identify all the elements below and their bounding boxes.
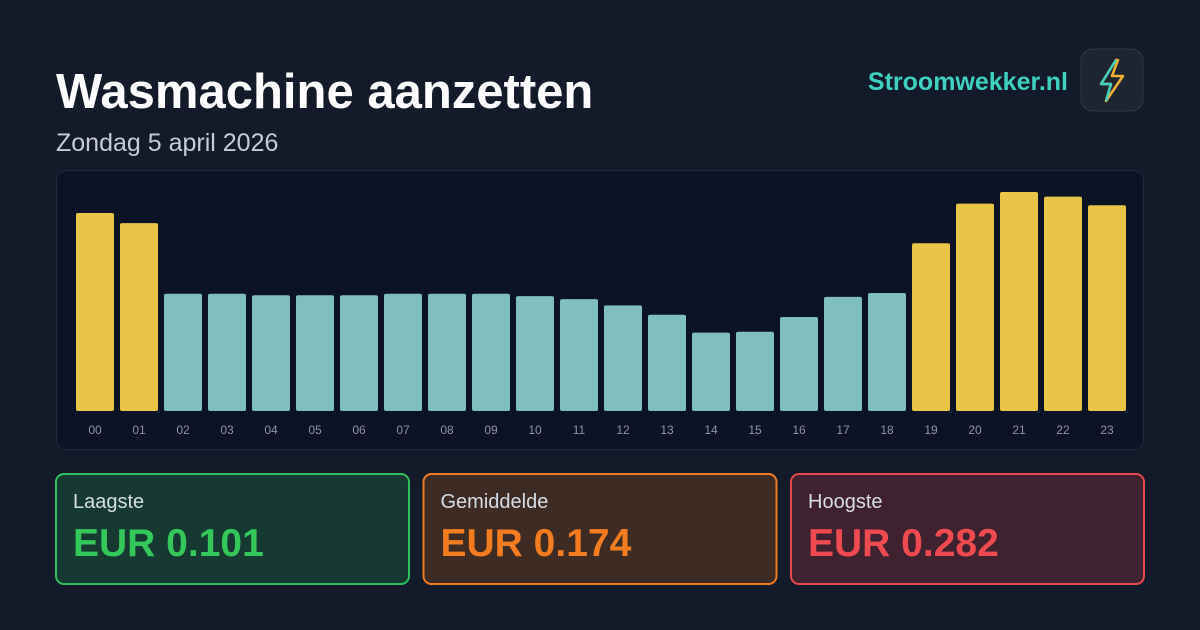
brand: Stroomwekker.nl [868,68,1068,96]
x-tick-label: 07 [396,423,410,437]
x-tick-label: 16 [792,423,806,437]
x-tick-label: 14 [704,423,718,437]
bar [252,295,290,411]
bar [1000,192,1038,411]
stat-card [790,473,1145,585]
x-tick-label: 06 [352,423,366,437]
x-tick-label: 04 [264,423,278,437]
x-tick-label: 23 [1100,423,1114,437]
logo-bolt-accent [1099,59,1118,102]
x-tick-label: 22 [1056,423,1070,437]
x-tick-label: 02 [176,423,190,437]
x-tick-label: 19 [924,423,938,437]
bar [428,293,466,411]
bar [604,305,642,411]
bar [692,332,730,411]
bar [736,331,774,411]
bar [296,295,334,411]
stat-value: EUR 0.174 [441,522,632,565]
bars: 00 01 02 03 04 05 06 07 08 09 10 11 12 13 14 15 16 17 18 19… [76,192,1126,437]
bar [560,299,598,411]
x-tick-label: 09 [484,423,498,437]
subtitle: Zondag 5 april 2026 [56,129,278,157]
stat-label: Laagste [73,491,144,513]
stat-card [422,473,778,585]
x-tick-label: 18 [880,423,894,437]
title: Wasmachine aanzetten [56,65,593,119]
x-tick-label: 17 [836,423,850,437]
bar [912,243,950,411]
bar [868,292,906,411]
bar [1088,205,1126,411]
x-tick-label: 11 [573,423,586,437]
x-tick-label: 15 [748,423,762,437]
x-tick-label: 05 [308,423,322,437]
bar [208,293,246,411]
x-tick-label: 13 [660,423,674,437]
cards: Laagste EUR 0.101 Gemiddelde EUR 0.174 Hoogs… [55,473,1145,585]
x-tick-label: 03 [220,423,234,437]
x-tick-label: 00 [88,423,102,437]
stat-value: EUR 0.101 [73,522,264,565]
bar [648,314,686,411]
bar [516,296,554,411]
x-tick-label: 21 [1012,423,1026,437]
x-tick-label: 01 [132,423,146,437]
bar [1044,196,1082,411]
x-tick-label: 20 [968,423,982,437]
stat-card [55,473,410,585]
bar [164,293,202,411]
x-tick-label: 08 [440,423,454,437]
bar [76,212,114,411]
x-tick-label: 12 [616,423,630,437]
bar [120,223,158,411]
bar [340,295,378,411]
bar [472,293,510,411]
stat-value: EUR 0.282 [808,522,999,565]
bar [780,317,818,411]
bar [824,296,862,411]
x-tick-label: 10 [528,423,542,437]
bar [956,203,994,411]
bar [384,293,422,411]
stat-label: Hoogste [808,491,883,513]
logo-icon [1080,48,1144,112]
stat-label: Gemiddelde [441,491,549,513]
